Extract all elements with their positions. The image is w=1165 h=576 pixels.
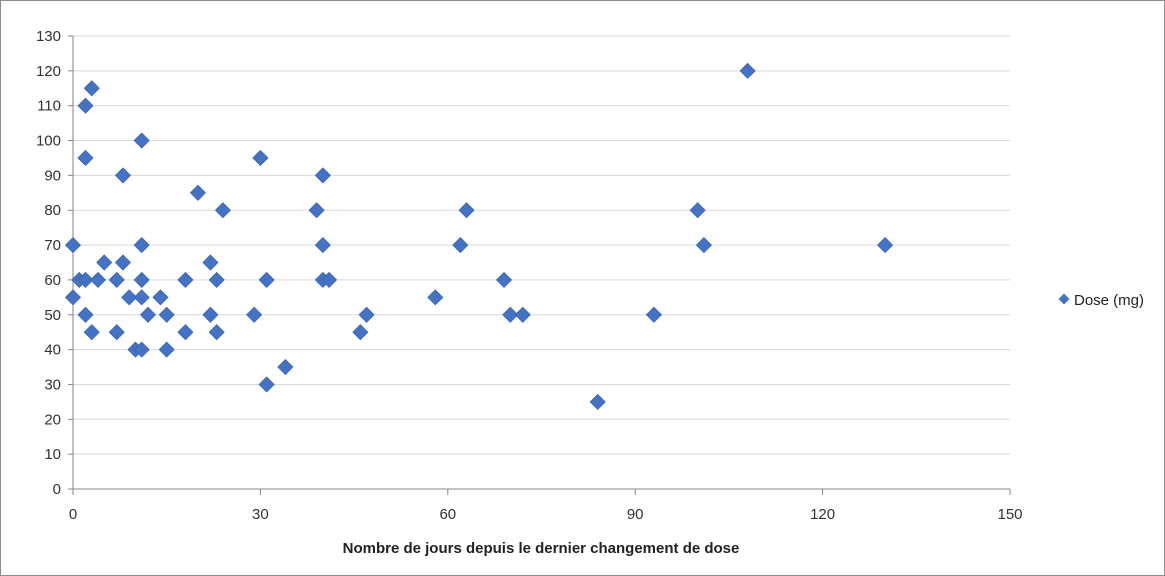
data-point <box>77 306 94 323</box>
data-point <box>689 202 706 219</box>
x-tick-label: 120 <box>810 506 835 523</box>
data-point <box>214 202 231 219</box>
data-point <box>208 271 225 288</box>
data-point <box>246 306 263 323</box>
data-point <box>121 289 138 306</box>
y-tick-label: 120 <box>36 63 61 80</box>
data-point <box>458 202 475 219</box>
y-tick-label: 10 <box>44 446 61 463</box>
data-point <box>695 237 712 254</box>
data-point <box>133 341 150 358</box>
data-point <box>158 306 175 323</box>
data-point <box>83 80 100 97</box>
data-point <box>258 271 275 288</box>
data-point <box>314 167 331 184</box>
data-point <box>77 149 94 167</box>
x-tick-label: 0 <box>69 506 77 523</box>
x-tick-labels: 0 30 60 90 120 150 <box>69 506 1023 523</box>
data-point <box>202 306 219 323</box>
data-point <box>877 237 894 254</box>
data-point <box>133 237 150 254</box>
data-point <box>83 324 100 341</box>
x-tick-label: 30 <box>252 506 269 523</box>
x-tick-label: 60 <box>439 506 456 523</box>
data-point <box>108 271 125 288</box>
data-point <box>177 271 194 288</box>
data-point <box>108 324 125 341</box>
data-point <box>352 324 369 341</box>
y-tick-label: 80 <box>44 202 61 219</box>
data-point <box>114 167 132 184</box>
y-tick-label: 20 <box>44 411 61 428</box>
y-tick-labels: 0 10 20 30 40 50 60 70 80 90 100 110 120 130 <box>36 28 61 498</box>
y-tick-label: 60 <box>44 272 61 289</box>
data-point <box>133 289 150 306</box>
data-point <box>258 376 275 393</box>
data-point <box>177 324 194 341</box>
grid-lines <box>73 35 1010 455</box>
data-point <box>314 237 331 254</box>
y-tick-label: 70 <box>44 237 61 254</box>
data-point <box>189 184 206 201</box>
data-point <box>77 97 94 114</box>
data-point <box>252 149 269 167</box>
data-point <box>77 271 94 288</box>
y-tick-label: 30 <box>44 376 61 393</box>
y-tick-label: 100 <box>36 133 61 150</box>
data-point <box>139 306 157 323</box>
y-tick-label: 90 <box>44 167 61 184</box>
x-tick-label: 90 <box>627 506 644 523</box>
y-tick-label: 130 <box>36 28 61 45</box>
data-point <box>202 254 219 271</box>
x-tick-label: 150 <box>997 506 1022 523</box>
data-point <box>321 271 338 288</box>
data-point <box>645 306 663 323</box>
data-point <box>502 306 519 323</box>
legend-label: Dose (mg) <box>1074 292 1144 309</box>
data-point <box>739 62 756 79</box>
legend: Dose (mg) <box>1058 292 1144 309</box>
y-tick-label: 110 <box>37 98 61 115</box>
data-point <box>495 271 513 288</box>
data-point <box>308 202 325 219</box>
data-point <box>208 324 225 341</box>
data-point <box>133 271 150 288</box>
data-points <box>64 62 894 410</box>
data-point <box>96 254 113 271</box>
data-point <box>158 341 175 358</box>
data-point <box>64 237 82 254</box>
data-point <box>589 393 606 410</box>
data-point <box>64 289 82 306</box>
data-point <box>452 237 469 254</box>
data-point <box>133 132 150 149</box>
y-tick-label: 50 <box>44 307 61 324</box>
x-axis-label: Nombre de jours depuis le dernier change… <box>343 540 740 557</box>
data-point <box>514 306 531 323</box>
data-point <box>358 306 375 323</box>
data-point <box>114 254 132 271</box>
data-point <box>427 289 444 306</box>
data-point <box>89 271 107 288</box>
data-point <box>277 358 294 376</box>
y-tick-label: 0 <box>53 481 61 498</box>
legend-marker-icon <box>1058 293 1070 305</box>
data-point <box>152 289 169 306</box>
y-tick-label: 40 <box>44 342 61 359</box>
